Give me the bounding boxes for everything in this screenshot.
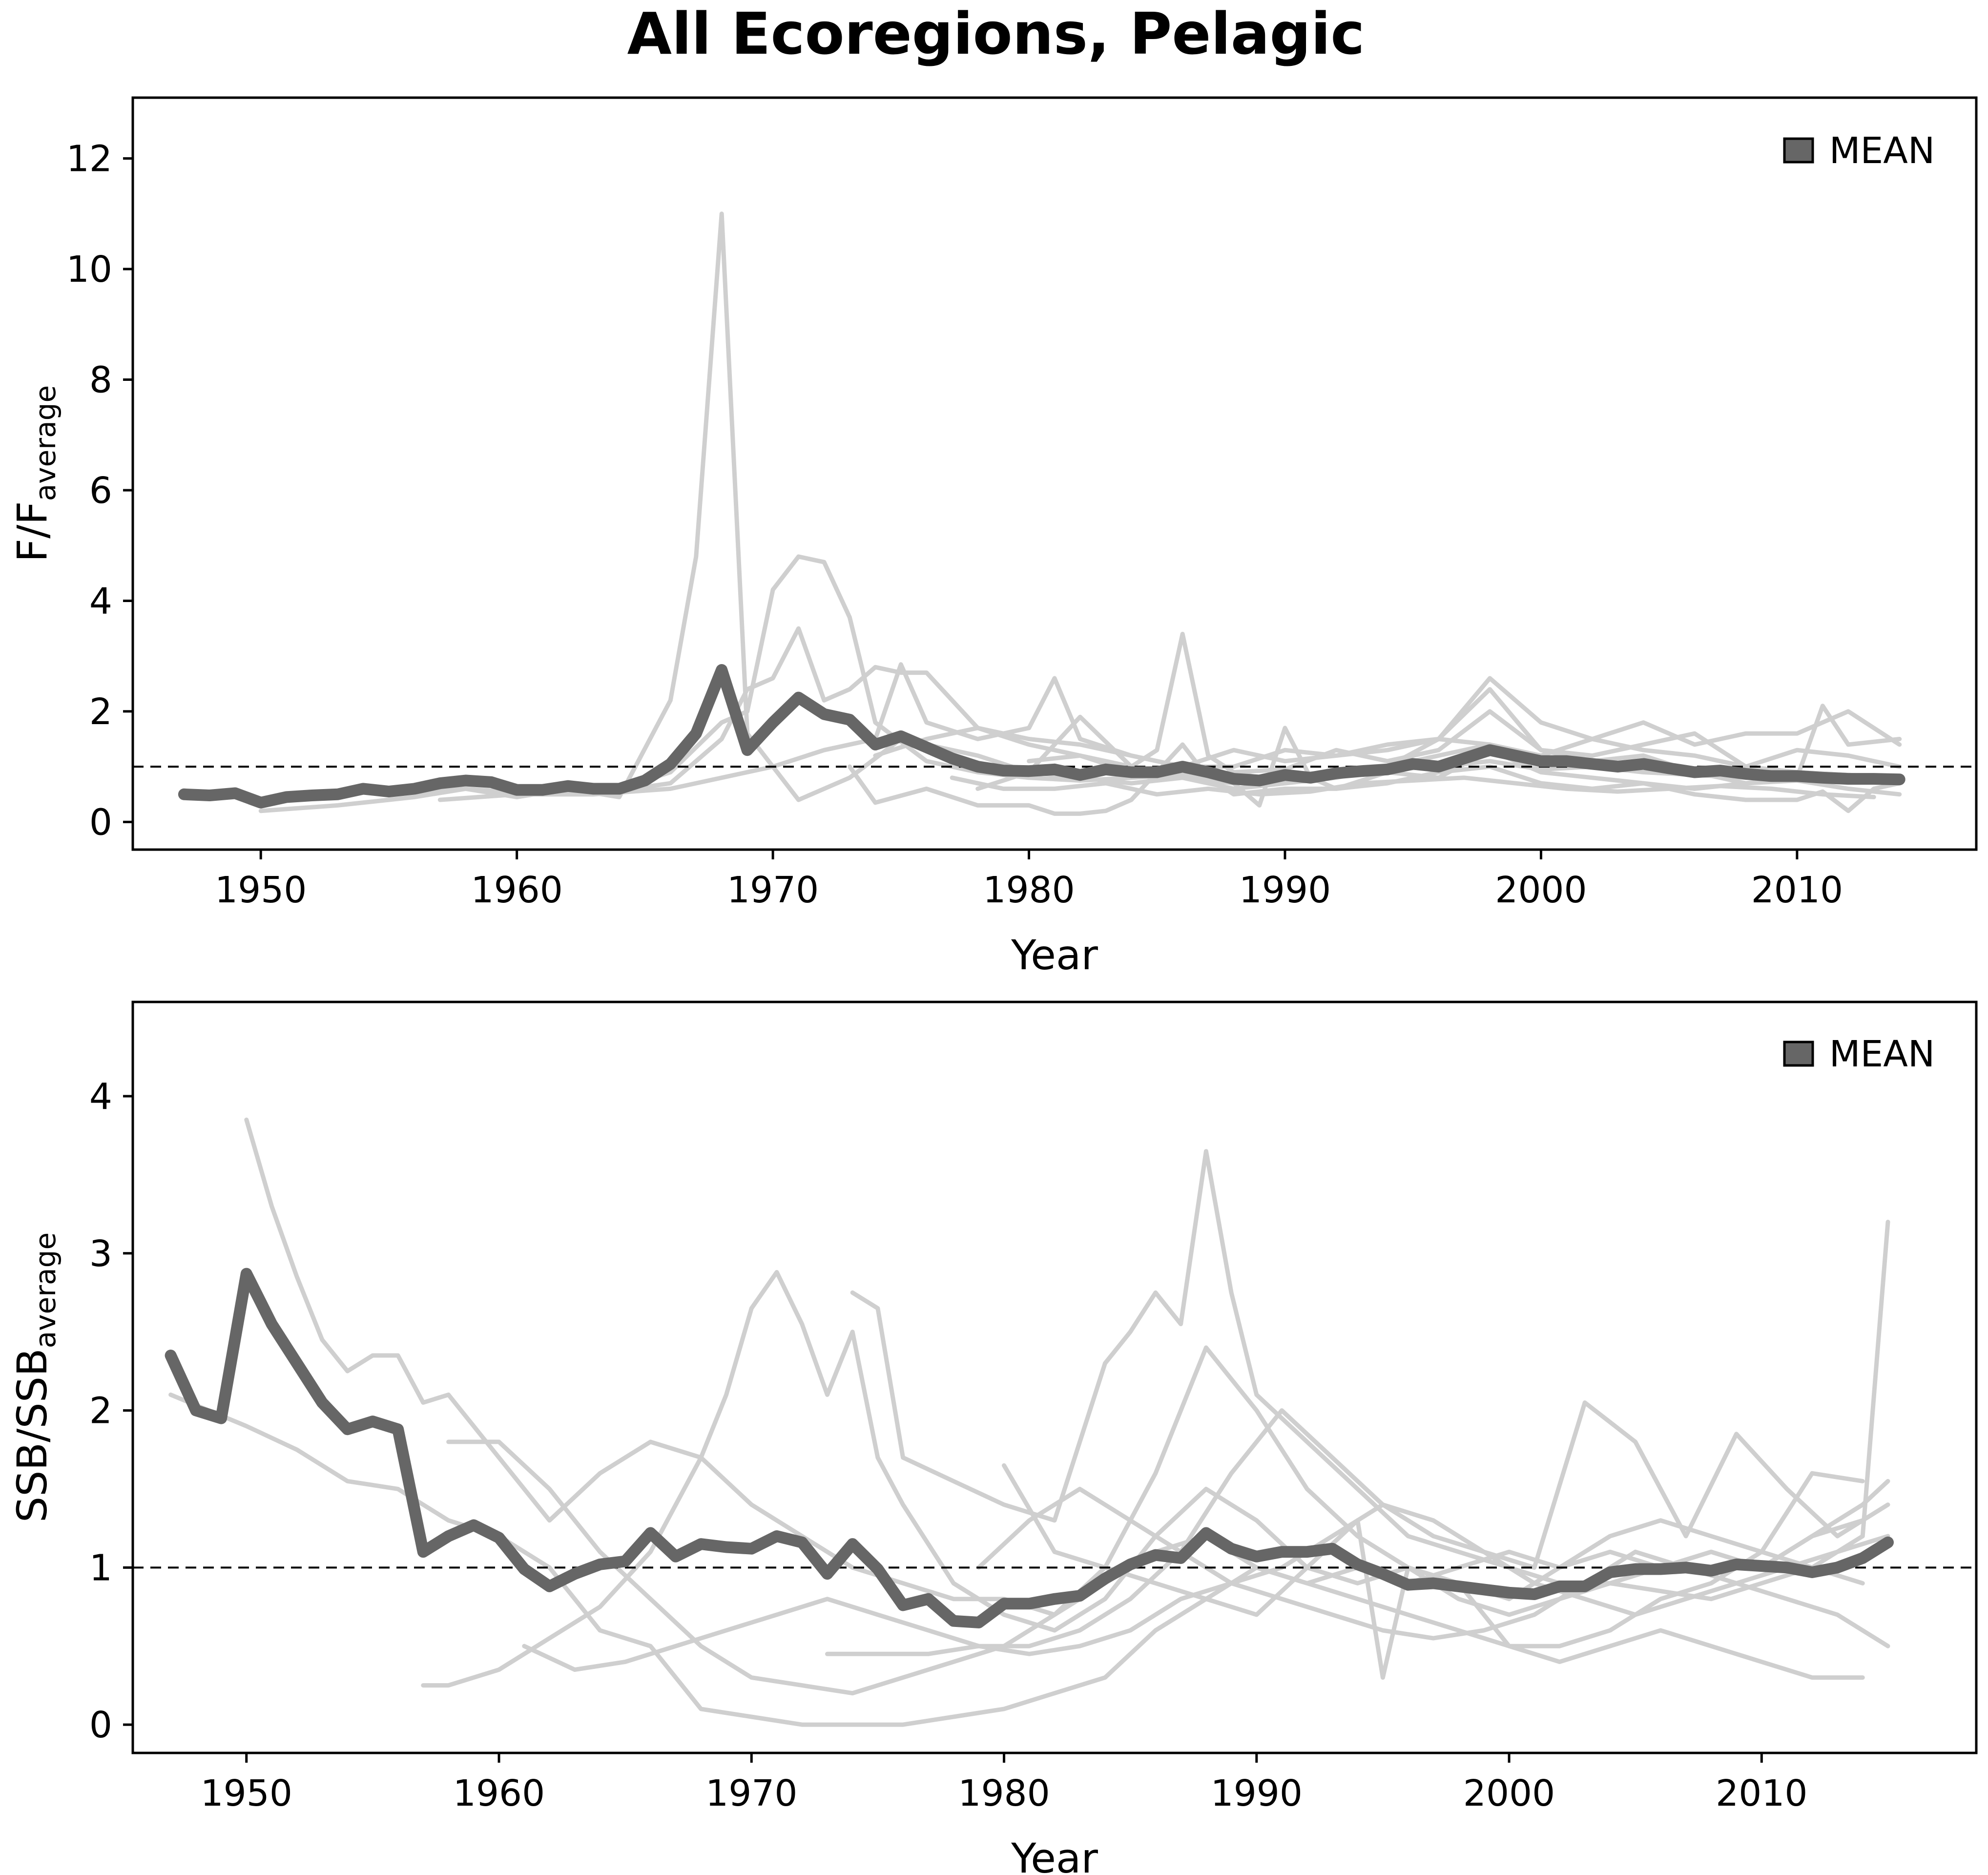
y-tick-label: 8 [89, 359, 112, 401]
x-tick-label: 1980 [958, 1772, 1050, 1814]
axes-group: 1950 1960 1970 1980 1990 2000 2010 0 2 4 6 8 10 12 [66, 96, 1978, 911]
axes-group: 1950 1960 1970 1980 1990 2000 2010 0 1 2 3 4 [89, 1000, 1978, 1814]
y-tick-label: 4 [89, 580, 112, 622]
x-axis-label: Year [1011, 1834, 1098, 1875]
y-axis-label-subscript: average [29, 1232, 62, 1348]
x-tick-label: 1990 [1211, 1772, 1303, 1814]
x-tick-label: 1970 [727, 869, 819, 911]
y-tick-label: 10 [66, 249, 112, 291]
plot-frame [131, 1000, 1978, 1754]
panel-spawning-stock-biomass: 1950 1960 1970 1980 1990 2000 2010 0 1 2 3 4 MEAN Y… [8, 1000, 1978, 1875]
stock-line-9 [950, 775, 1876, 799]
stock-line-5 [446, 1345, 1865, 1696]
mean-line [178, 664, 1905, 809]
mean-line [165, 1268, 1894, 1628]
mean-series-group [165, 1268, 1894, 1628]
y-tick-label: 2 [89, 691, 112, 733]
y-axis-label: SSB/SSBaverage [8, 1232, 62, 1522]
x-tick-label: 2010 [1751, 869, 1843, 911]
y-tick-label: 2 [89, 1390, 112, 1432]
x-tick-label: 1990 [1239, 869, 1331, 911]
legend: MEAN [1783, 130, 1935, 172]
stock-line-5 [847, 742, 1902, 816]
legend: MEAN [1783, 1033, 1935, 1075]
x-tick-label: 2000 [1495, 869, 1587, 911]
x-tick-label: 2000 [1463, 1772, 1555, 1814]
legend-mean-label: MEAN [1829, 130, 1935, 172]
legend-mean-swatch [1783, 137, 1814, 164]
y-axis-label-main: F/F [8, 501, 56, 562]
stock-line-4 [850, 1149, 1890, 1602]
y-tick-label: 6 [89, 470, 112, 512]
y-tick-label: 0 [89, 801, 112, 843]
y-tick-label: 0 [89, 1704, 112, 1746]
legend-mean-label: MEAN [1829, 1033, 1935, 1075]
x-tick-label: 1970 [705, 1772, 797, 1814]
x-tick-label: 1960 [471, 869, 563, 911]
stock-line-6 [522, 1502, 1890, 1672]
y-axis-label-subscript: average [29, 385, 62, 501]
x-tick-label: 1950 [201, 1772, 292, 1814]
mean-series-group [178, 664, 1905, 809]
y-tick-label: 12 [66, 138, 112, 180]
x-tick-label: 1950 [215, 869, 307, 911]
figure-title: All Ecoregions, Pelagic [627, 0, 1365, 67]
x-tick-label: 1980 [983, 869, 1075, 911]
y-axis-label: F/Faverage [8, 385, 62, 562]
x-tick-label: 2010 [1716, 1772, 1807, 1814]
stock-line-8 [976, 1486, 1890, 1648]
legend-mean-swatch [1783, 1041, 1814, 1067]
y-tick-label: 4 [89, 1076, 112, 1118]
x-axis-label: Year [1011, 931, 1098, 979]
y-axis-label-main: SSB/SSB [8, 1348, 56, 1522]
stock-line-6 [975, 631, 1902, 791]
y-tick-label: 1 [89, 1547, 112, 1589]
stock-line-7 [825, 1400, 1890, 1656]
x-tick-label: 1960 [453, 1772, 545, 1814]
panel-fishing-mortality: 1950 1960 1970 1980 1990 2000 2010 0 2 4 6 8 10 12 ME… [8, 96, 1978, 979]
y-tick-label: 3 [89, 1233, 112, 1275]
plot-frame [131, 96, 1978, 851]
